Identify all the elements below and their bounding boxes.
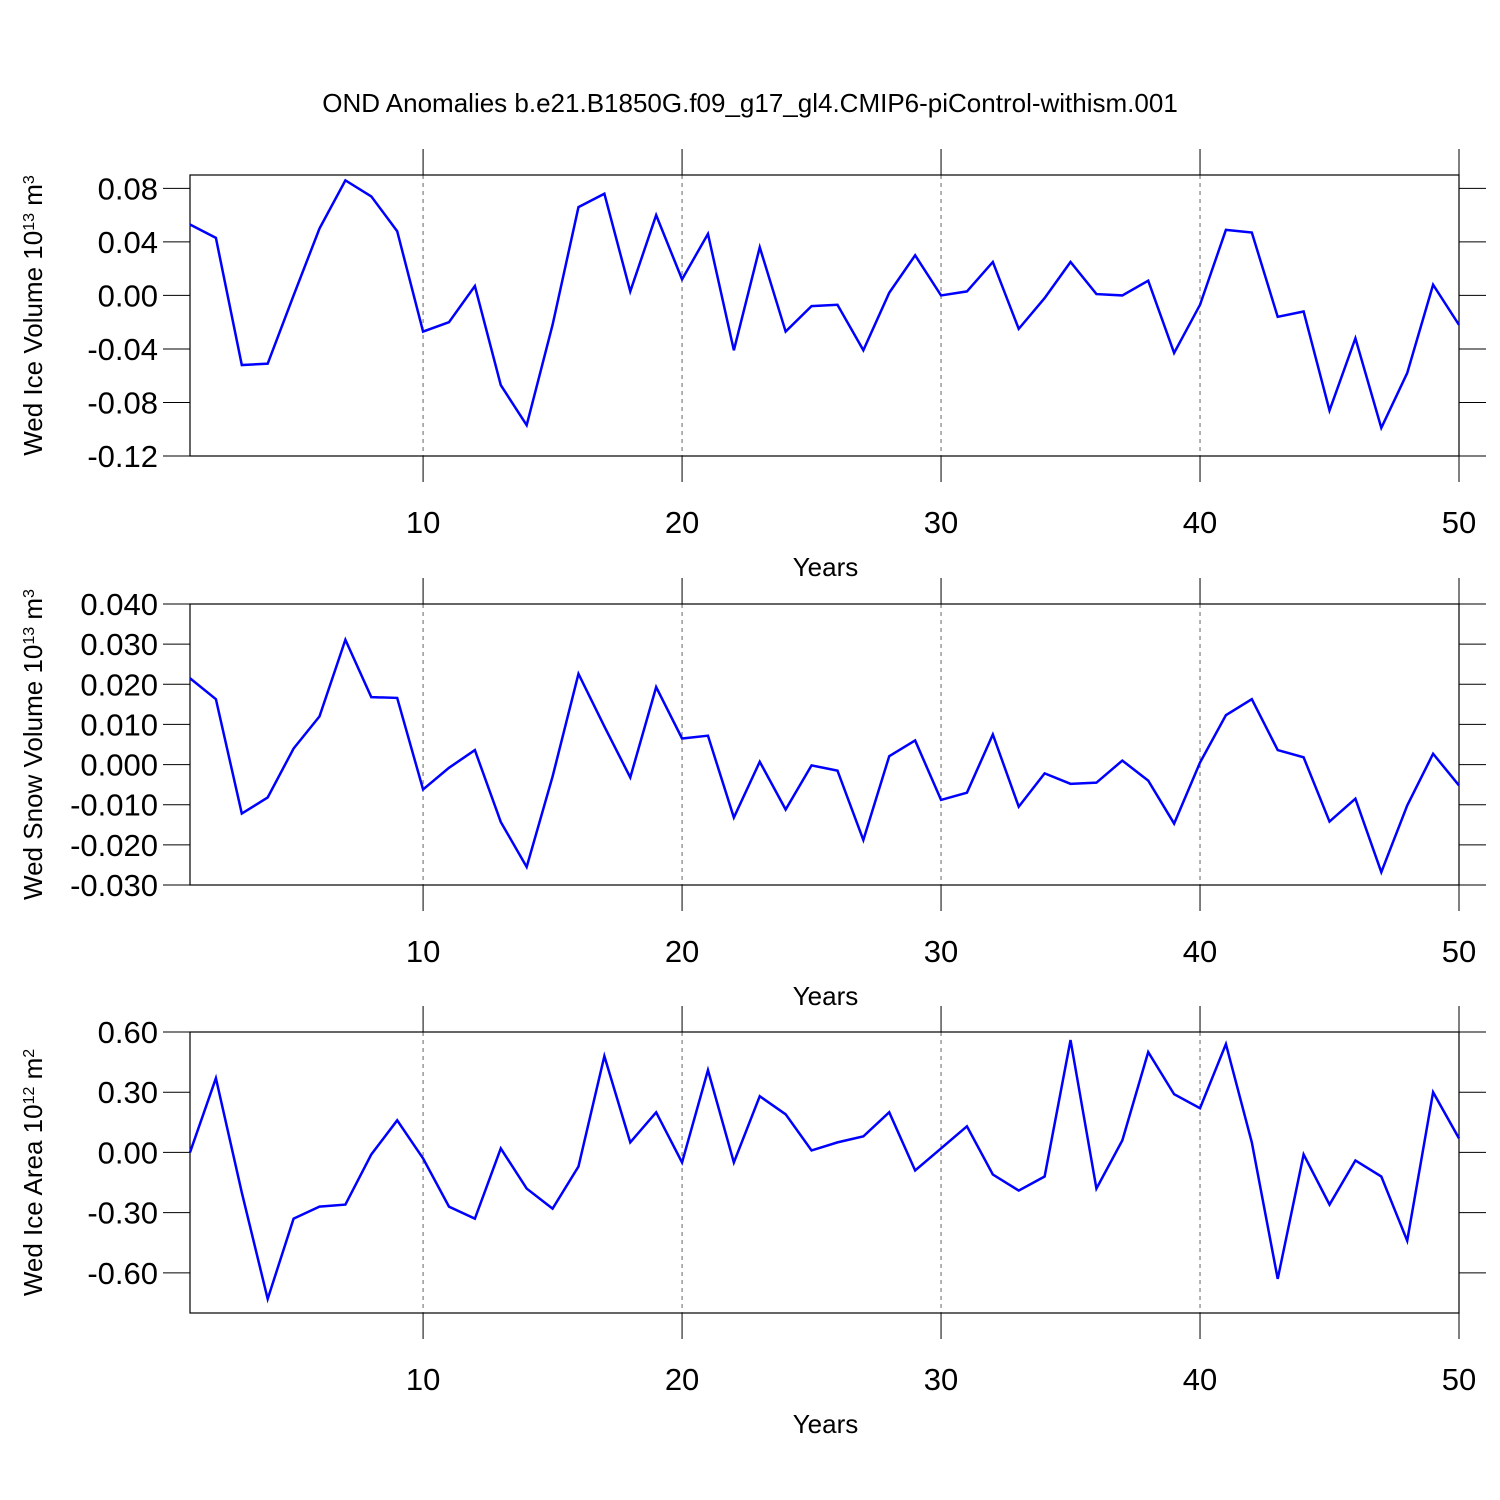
y-tick-label: 0.04 xyxy=(98,225,158,260)
y-tick-label: 0.60 xyxy=(98,1015,158,1050)
data-line xyxy=(189,636,1460,876)
y-axis-label-text: m xyxy=(18,598,48,627)
x-tick-label: 30 xyxy=(924,505,958,540)
y-tick-label: 0.040 xyxy=(80,587,158,622)
x-tick-label: 40 xyxy=(1183,505,1217,540)
y-axis-label: Wed Ice Volume 1013 m3 xyxy=(18,175,48,456)
x-tick-label: 40 xyxy=(1183,934,1217,969)
data-line xyxy=(189,178,1461,432)
x-tick-label: 50 xyxy=(1442,934,1476,969)
x-tick-label: 20 xyxy=(665,505,699,540)
y-tick-label: -0.12 xyxy=(87,439,158,474)
y-tick-label: -0.60 xyxy=(87,1256,158,1291)
x-tick-label: 10 xyxy=(406,1362,440,1397)
y-axis-label: Wed Snow Volume 1013 m3 xyxy=(18,589,48,900)
y-tick-label: -0.030 xyxy=(70,868,158,903)
y-tick-label: 0.010 xyxy=(80,707,158,742)
x-tick-label: 20 xyxy=(665,1362,699,1397)
y-tick-label: 0.30 xyxy=(98,1075,158,1110)
y-axis-label-text: Wed Ice Area 10 xyxy=(18,1104,48,1296)
x-tick-label: 50 xyxy=(1442,1362,1476,1397)
y-tick-label: -0.020 xyxy=(70,828,158,863)
y-tick-label: 0.08 xyxy=(98,171,158,206)
x-tick-label: 30 xyxy=(924,1362,958,1397)
y-axis-label-exponent: 13 xyxy=(21,627,38,645)
y-axis-label-text: Wed Ice Volume 10 xyxy=(18,231,48,456)
y-tick-label: 0.030 xyxy=(80,627,158,662)
y-axis-label-text: Wed Snow Volume 10 xyxy=(18,645,48,900)
y-axis-label-exponent: 2 xyxy=(21,1049,38,1058)
x-tick-label: 40 xyxy=(1183,1362,1217,1397)
y-axis-label-exponent: 3 xyxy=(21,175,38,184)
y-tick-label: -0.08 xyxy=(87,385,158,420)
y-tick-label: 0.000 xyxy=(80,748,158,783)
x-tick-label: 10 xyxy=(406,934,440,969)
y-tick-label: 0.00 xyxy=(98,278,158,313)
x-tick-label: 10 xyxy=(406,505,440,540)
data-line xyxy=(188,1039,1461,1304)
x-tick-label: 30 xyxy=(924,934,958,969)
x-axis-label: Years xyxy=(793,1409,859,1439)
y-tick-label: 0.020 xyxy=(80,667,158,702)
figure-title: OND Anomalies b.e21.B1850G.f09_g17_gl4.C… xyxy=(322,88,1178,118)
y-axis-label-exponent: 13 xyxy=(21,213,38,231)
y-axis-label-text: m xyxy=(18,1058,48,1087)
x-axis-label: Years xyxy=(793,552,859,582)
x-tick-label: 50 xyxy=(1442,505,1476,540)
y-axis-label: Wed Ice Area 1012 m2 xyxy=(18,1049,48,1296)
y-tick-label: 0.00 xyxy=(98,1135,158,1170)
y-tick-label: -0.04 xyxy=(87,332,158,367)
x-tick-label: 20 xyxy=(665,934,699,969)
y-axis-label-exponent: 3 xyxy=(21,589,38,598)
plot-frame xyxy=(189,603,1460,886)
y-axis-label-exponent: 12 xyxy=(21,1087,38,1105)
y-axis-label-text: m xyxy=(18,184,48,213)
y-tick-label: -0.010 xyxy=(70,788,158,823)
plot-frame xyxy=(189,174,1460,457)
y-tick-label: -0.30 xyxy=(87,1196,158,1231)
x-axis-label: Years xyxy=(793,981,859,1011)
plot-frame xyxy=(189,1031,1460,1314)
